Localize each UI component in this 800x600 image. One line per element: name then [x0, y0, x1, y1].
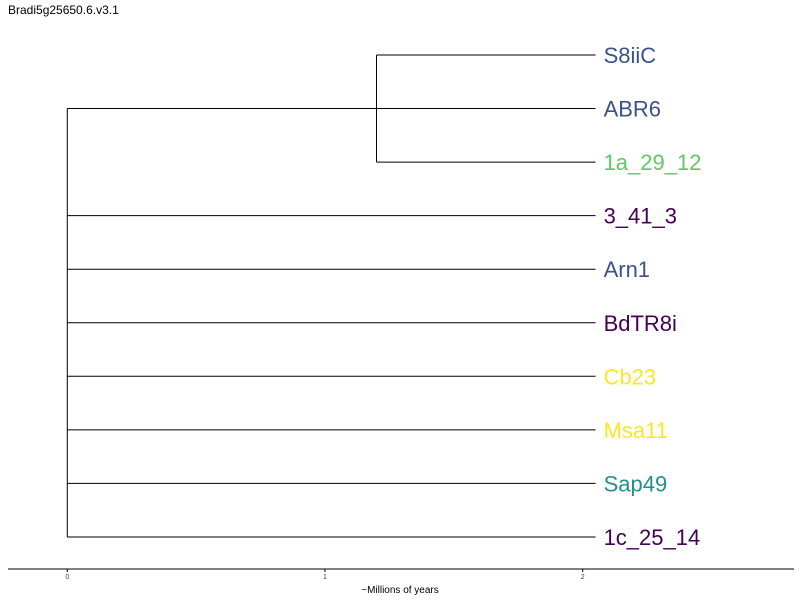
leaf-label: 3_41_3	[604, 204, 677, 229]
leaf-label: Msa11	[604, 418, 668, 443]
leaf-label: Cb23	[604, 364, 657, 389]
tick-label: 1	[323, 574, 327, 581]
leaf-label: 1a_29_12	[604, 150, 702, 175]
x-axis: 0 1 2 ~Millions of years	[8, 568, 794, 596]
leaf-label: ABR6	[604, 97, 661, 122]
tick-label: 2	[581, 574, 585, 581]
leaf-label: S8iiC	[604, 43, 657, 68]
leaf-label: Arn1	[604, 257, 650, 282]
x-axis-label: ~Millions of years	[361, 585, 439, 596]
leaf-label: BdTR8i	[604, 311, 677, 336]
branch-lines	[66, 54, 596, 538]
leaf-label: 1c_25_14	[604, 525, 701, 550]
figure-title: Bradi5g25650.6.v3.1	[8, 3, 119, 17]
leaf-labels: S8iiC ABR6 1a_29_12 3_41_3 Arn1 BdTR8i Cb23 Msa…	[604, 43, 702, 550]
tick-label: 0	[65, 574, 69, 581]
leaf-label: Sap49	[604, 471, 668, 496]
axis-ticks: 0 1 2	[65, 569, 585, 581]
